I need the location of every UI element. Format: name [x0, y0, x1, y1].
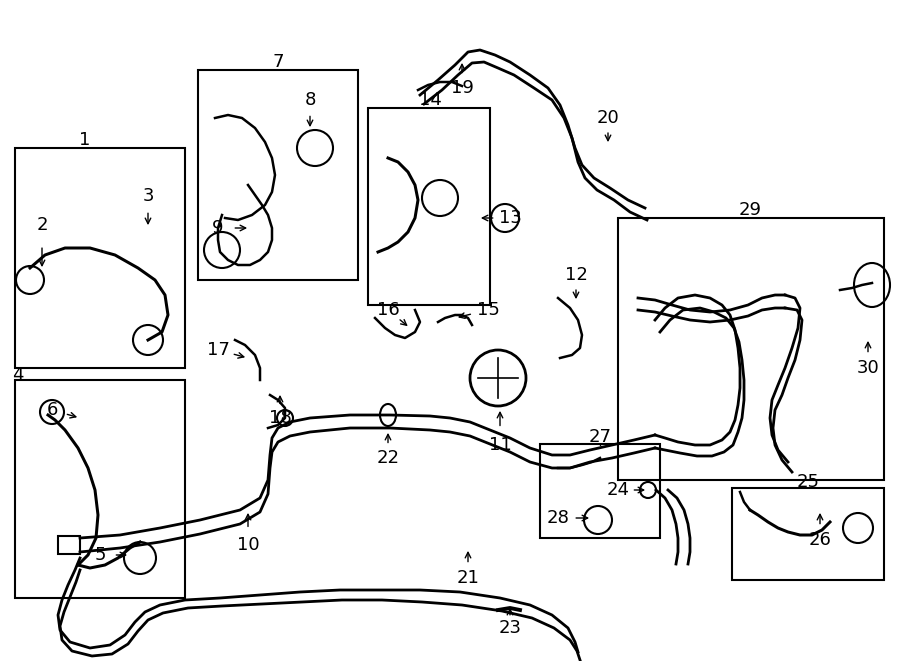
- Circle shape: [843, 513, 873, 543]
- Circle shape: [133, 325, 163, 355]
- Circle shape: [16, 266, 44, 294]
- Text: 14: 14: [418, 91, 441, 109]
- Text: 16: 16: [376, 301, 400, 319]
- Circle shape: [640, 482, 656, 498]
- Text: 21: 21: [456, 569, 480, 587]
- Bar: [198, 70, 358, 280]
- Bar: [540, 444, 660, 538]
- Text: 1: 1: [79, 131, 91, 149]
- Text: 17: 17: [207, 341, 230, 359]
- Circle shape: [584, 506, 612, 534]
- Text: 23: 23: [499, 619, 521, 637]
- Text: 28: 28: [546, 509, 570, 527]
- Bar: [732, 488, 884, 580]
- Text: 20: 20: [597, 109, 619, 127]
- Circle shape: [124, 542, 156, 574]
- Text: 15: 15: [477, 301, 500, 319]
- Text: 10: 10: [237, 536, 259, 554]
- Text: 4: 4: [13, 366, 23, 384]
- Text: 25: 25: [796, 473, 820, 491]
- Text: 5: 5: [94, 546, 106, 564]
- Bar: [15, 380, 185, 598]
- Text: 22: 22: [376, 449, 400, 467]
- Text: 6: 6: [46, 401, 58, 419]
- Text: 13: 13: [499, 209, 521, 227]
- Text: 3: 3: [142, 187, 154, 205]
- Circle shape: [422, 180, 458, 216]
- Text: 2: 2: [36, 216, 48, 234]
- Text: 19: 19: [451, 79, 473, 97]
- Text: 12: 12: [564, 266, 588, 284]
- Text: 8: 8: [304, 91, 316, 109]
- Circle shape: [491, 204, 519, 232]
- Circle shape: [204, 232, 240, 268]
- Bar: [368, 108, 490, 305]
- Circle shape: [40, 400, 64, 424]
- Bar: [15, 148, 185, 368]
- Text: 26: 26: [808, 531, 832, 549]
- Text: 11: 11: [489, 436, 511, 454]
- Circle shape: [277, 410, 293, 426]
- Text: 18: 18: [268, 409, 292, 427]
- Text: 29: 29: [739, 201, 761, 219]
- Text: 27: 27: [589, 428, 611, 446]
- Bar: [618, 218, 884, 480]
- Circle shape: [297, 130, 333, 166]
- Text: 30: 30: [857, 359, 879, 377]
- Text: 7: 7: [272, 53, 284, 71]
- Text: 24: 24: [607, 481, 629, 499]
- Bar: [58, 536, 80, 554]
- Text: 9: 9: [212, 219, 224, 237]
- Ellipse shape: [380, 404, 396, 426]
